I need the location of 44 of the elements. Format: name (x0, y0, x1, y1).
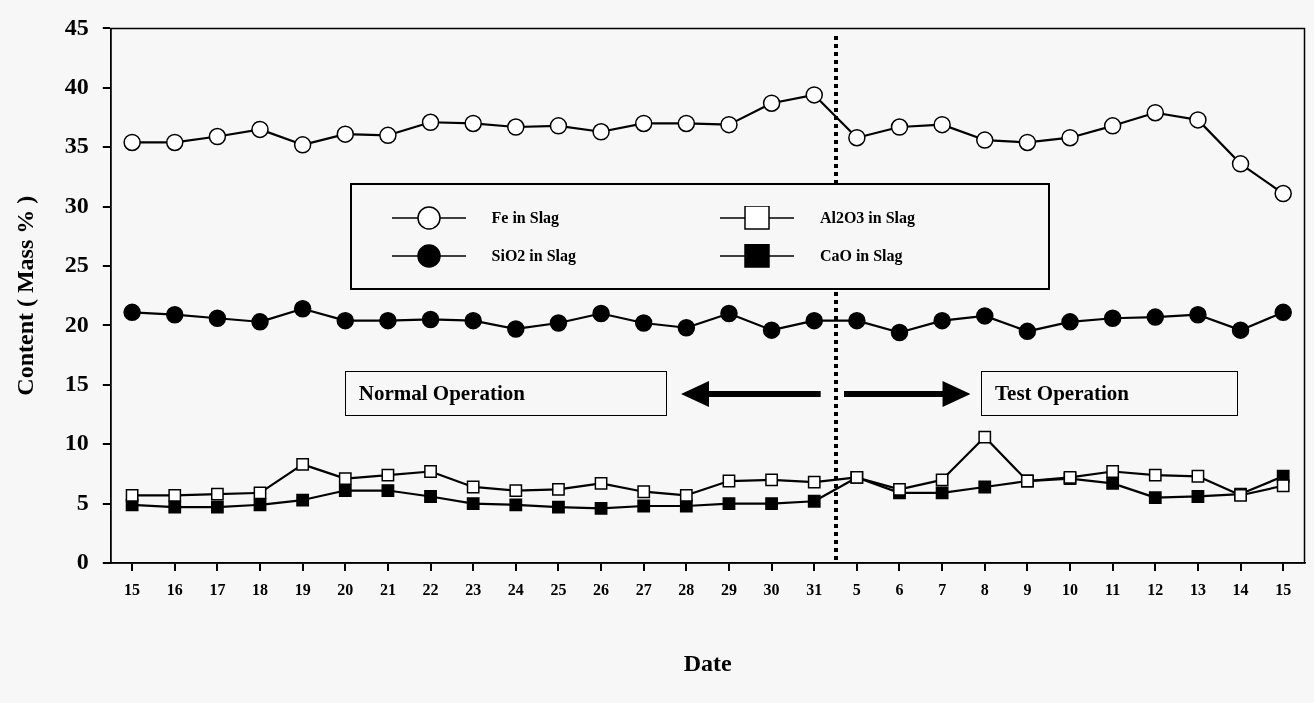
x-tick-label: 23 (465, 580, 482, 598)
y-tick-label: 30 (64, 191, 89, 218)
x-tick-label: 6 (895, 580, 904, 598)
x-tick-label: 20 (337, 580, 354, 598)
x-tick-label: 15 (1275, 580, 1292, 598)
x-tick-label: 17 (209, 580, 226, 598)
x-tick-label: 11 (1105, 580, 1121, 598)
x-tick-label: 27 (635, 580, 652, 598)
x-tick-label: 8 (980, 580, 989, 598)
x-tick-label: 19 (294, 580, 311, 598)
x-tick-label: 24 (507, 580, 524, 598)
y-tick-label: 0 (76, 548, 89, 575)
y-axis-title: Content ( Mass % ) (11, 195, 38, 396)
y-tick-label: 10 (64, 429, 89, 456)
y-tick-label: 25 (64, 251, 89, 278)
x-tick-label: 18 (252, 580, 269, 598)
x-tick-label: 31 (806, 580, 823, 598)
x-tick-label: 29 (720, 580, 737, 598)
x-tick-label: 28 (678, 580, 695, 598)
x-tick-label: 10 (1062, 580, 1079, 598)
x-tick-label: 5 (852, 580, 861, 598)
x-tick-label: 22 (422, 580, 439, 598)
legend-label: SiO2 in Slag (491, 246, 577, 265)
x-tick-label: 15 (124, 580, 141, 598)
x-tick-label: 12 (1147, 580, 1164, 598)
x-axis-title: Date (683, 649, 732, 676)
legend-label: CaO in Slag (819, 246, 903, 265)
x-tick-label: 13 (1189, 580, 1206, 598)
y-tick-label: 15 (64, 370, 89, 396)
y-tick-label: 40 (64, 73, 89, 99)
x-tick-label: 7 (938, 580, 947, 598)
x-tick-label: 26 (593, 580, 610, 598)
x-tick-label: 16 (166, 580, 183, 598)
x-tick-label: 9 (1023, 580, 1032, 598)
x-tick-label: 30 (763, 580, 780, 598)
x-tick-label: 14 (1232, 580, 1249, 598)
y-tick-label: 45 (64, 13, 89, 40)
x-tick-label: 21 (379, 580, 396, 598)
x-tick-label: 25 (550, 580, 567, 598)
legend-label: Fe in Slag (491, 208, 560, 227)
y-tick-label: 5 (76, 488, 89, 515)
legend-label: Al2O3 in Slag (819, 208, 916, 227)
y-tick-label: 20 (64, 310, 89, 337)
y-tick-label: 35 (64, 132, 89, 159)
